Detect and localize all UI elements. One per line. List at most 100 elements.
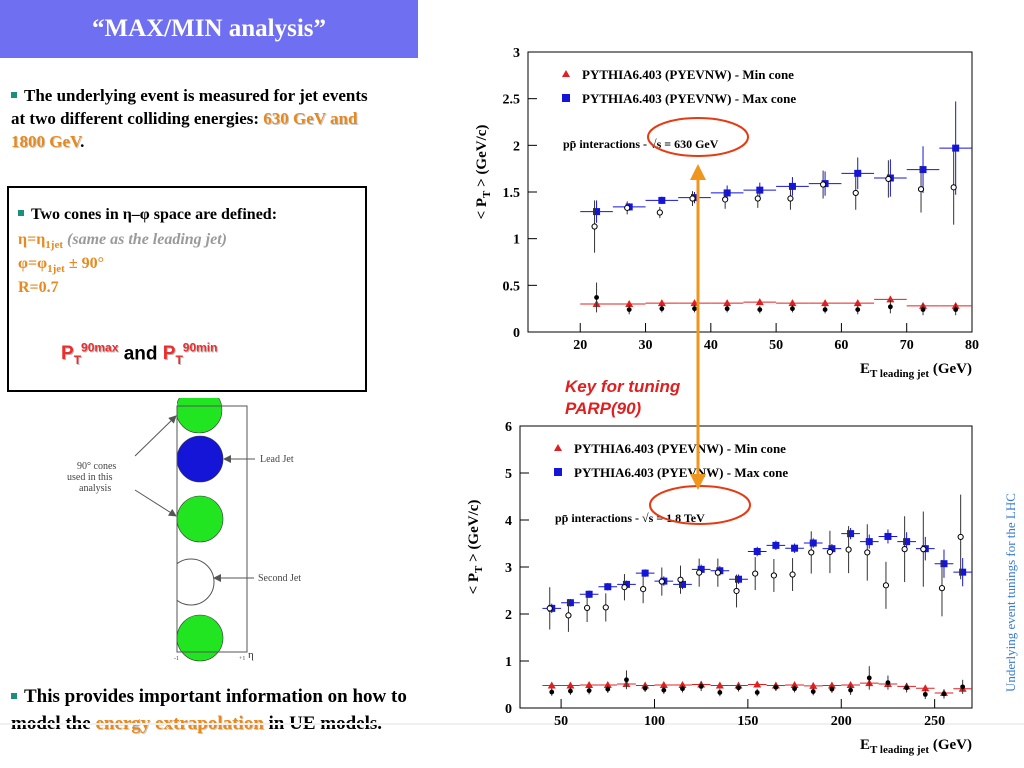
filled-circle-point xyxy=(941,691,947,697)
eta-axis-label: η xyxy=(248,649,254,661)
max-cone-point xyxy=(622,580,630,588)
filled-circle-point xyxy=(810,689,816,694)
max-cone-point xyxy=(919,166,927,174)
max-cone-point xyxy=(959,568,967,576)
phi-sub: 1jet xyxy=(47,263,65,276)
y-tick-label: 0.5 xyxy=(503,279,521,294)
open-circle-point xyxy=(584,604,591,611)
filled-circle-point xyxy=(829,686,835,692)
x-tick-label: 20 xyxy=(573,338,587,353)
max-cone-point xyxy=(788,182,796,190)
energy-annotation: pp̄ interactions - √s = 1.8 TeV xyxy=(555,511,705,525)
open-circle-point xyxy=(845,546,852,553)
filled-circle-point xyxy=(568,688,573,694)
y-tick-label: 5 xyxy=(505,467,512,482)
arrow-to-lower-cone xyxy=(134,489,177,517)
legend-min-cone: PYTHIA6.403 (PYEVNW) - Min cone xyxy=(574,441,786,456)
filled-circle-point xyxy=(605,686,611,692)
min-cone-point xyxy=(853,299,862,307)
open-circle-point xyxy=(602,604,609,611)
chart-1800gev: 50 100 150 200 250 0 1 2 3 4 5 6 ET leading jet (GeV… xyxy=(466,420,973,756)
legend-marker-max xyxy=(562,94,570,102)
max-cone-point xyxy=(854,169,862,177)
x-tick-label: 40 xyxy=(704,338,718,353)
min-cone-point xyxy=(821,299,830,307)
filled-circle-point xyxy=(757,307,763,312)
open-circle-point xyxy=(901,546,908,553)
x-axis-label: ET leading jet (GeV) xyxy=(860,737,972,756)
max-cone-point xyxy=(791,544,799,552)
min-cone-point xyxy=(827,681,836,689)
x-tick-label: 50 xyxy=(769,338,783,353)
filled-circle-point xyxy=(848,687,853,693)
open-circle-point xyxy=(565,612,572,619)
min-cone-point xyxy=(603,680,612,688)
open-circle-point xyxy=(938,585,946,592)
phi-definition: φ=φ1jet ± 90° xyxy=(18,255,104,275)
energy-annotation: pp̄ interactions - √s = 630 GeV xyxy=(563,137,719,151)
open-circle-point xyxy=(920,546,927,553)
open-circle-point xyxy=(808,549,815,556)
x-tick-label: 60 xyxy=(834,338,848,353)
pt-min-sub: T xyxy=(175,353,183,368)
min-cone-point xyxy=(678,680,687,688)
max-cone-point xyxy=(952,144,960,152)
box-line-1: Two cones in η–φ space are defined: xyxy=(18,206,277,224)
min-cone-point xyxy=(753,680,762,688)
side-caption-text: Underlying event tunings for the LHC xyxy=(1003,493,1018,692)
legend-marker-min xyxy=(562,70,570,77)
legend-marker-min xyxy=(554,444,562,451)
filled-circle-point xyxy=(626,307,632,312)
max-cone-point xyxy=(753,547,761,555)
filled-circle-point xyxy=(717,690,723,695)
min-cone-point xyxy=(715,681,724,689)
max-cone-point xyxy=(865,538,873,546)
pt-min-label: PT90min xyxy=(163,341,218,368)
legend-marker-max xyxy=(554,468,562,476)
pt-max-min-line: PT90max and PT90min xyxy=(61,341,217,367)
footer-divider xyxy=(0,723,1024,725)
open-circle-point xyxy=(917,186,925,193)
max-cone-point xyxy=(678,580,686,588)
x-tick-label: 200 xyxy=(831,714,852,729)
bullet-square-icon xyxy=(18,210,24,216)
x-tick-label: 250 xyxy=(924,714,945,729)
open-circle-point xyxy=(826,548,834,556)
max-cone-point xyxy=(756,186,764,194)
filled-circle-point xyxy=(866,675,872,681)
cone-top-partial xyxy=(176,398,222,433)
max-cone-point xyxy=(735,575,743,583)
y-tick-label: 1.5 xyxy=(503,186,521,201)
key-line-2: PARP(90) xyxy=(565,399,642,418)
y-tick-label: 6 xyxy=(505,420,512,435)
filled-circle-point xyxy=(885,680,891,686)
bullet-1-end: . xyxy=(80,132,85,151)
min-cone-point xyxy=(723,299,732,307)
max-cone-point xyxy=(697,565,705,573)
eta-prefix: η=η xyxy=(18,231,46,248)
y-tick-label: 1 xyxy=(505,655,512,670)
box-line-1-text: Two cones in η–φ space are defined: xyxy=(31,206,278,223)
min-cone-point xyxy=(755,298,764,306)
bullet-1-text: The underlying event is measured for jet… xyxy=(11,86,368,128)
legend-min-cone: PYTHIA6.403 (PYEVNW) - Min cone xyxy=(582,67,794,82)
open-circle-point xyxy=(957,533,964,541)
open-circle-point xyxy=(696,569,703,576)
cones-label-2: used in this xyxy=(67,472,113,483)
y-tick-label: 2 xyxy=(505,608,512,623)
min-cone-point xyxy=(788,299,797,307)
filled-circle-point xyxy=(661,687,667,693)
x-tick-label: 50 xyxy=(554,714,568,729)
min-cone-point xyxy=(566,681,575,689)
y-tick-label: 3 xyxy=(513,46,520,61)
lead-jet-label: Lead Jet xyxy=(260,454,294,465)
min-cone-point xyxy=(659,680,668,688)
filled-circle-point xyxy=(792,686,797,692)
filled-circle-point xyxy=(790,306,795,312)
x-axis-label: ET leading jet (GeV) xyxy=(860,361,972,380)
filled-circle-point xyxy=(698,683,704,689)
filled-circle-point xyxy=(904,685,910,691)
pt-max-sym: P xyxy=(61,343,74,365)
open-circle-point xyxy=(787,195,794,202)
eta-note: (same as the leading jet) xyxy=(67,231,227,248)
